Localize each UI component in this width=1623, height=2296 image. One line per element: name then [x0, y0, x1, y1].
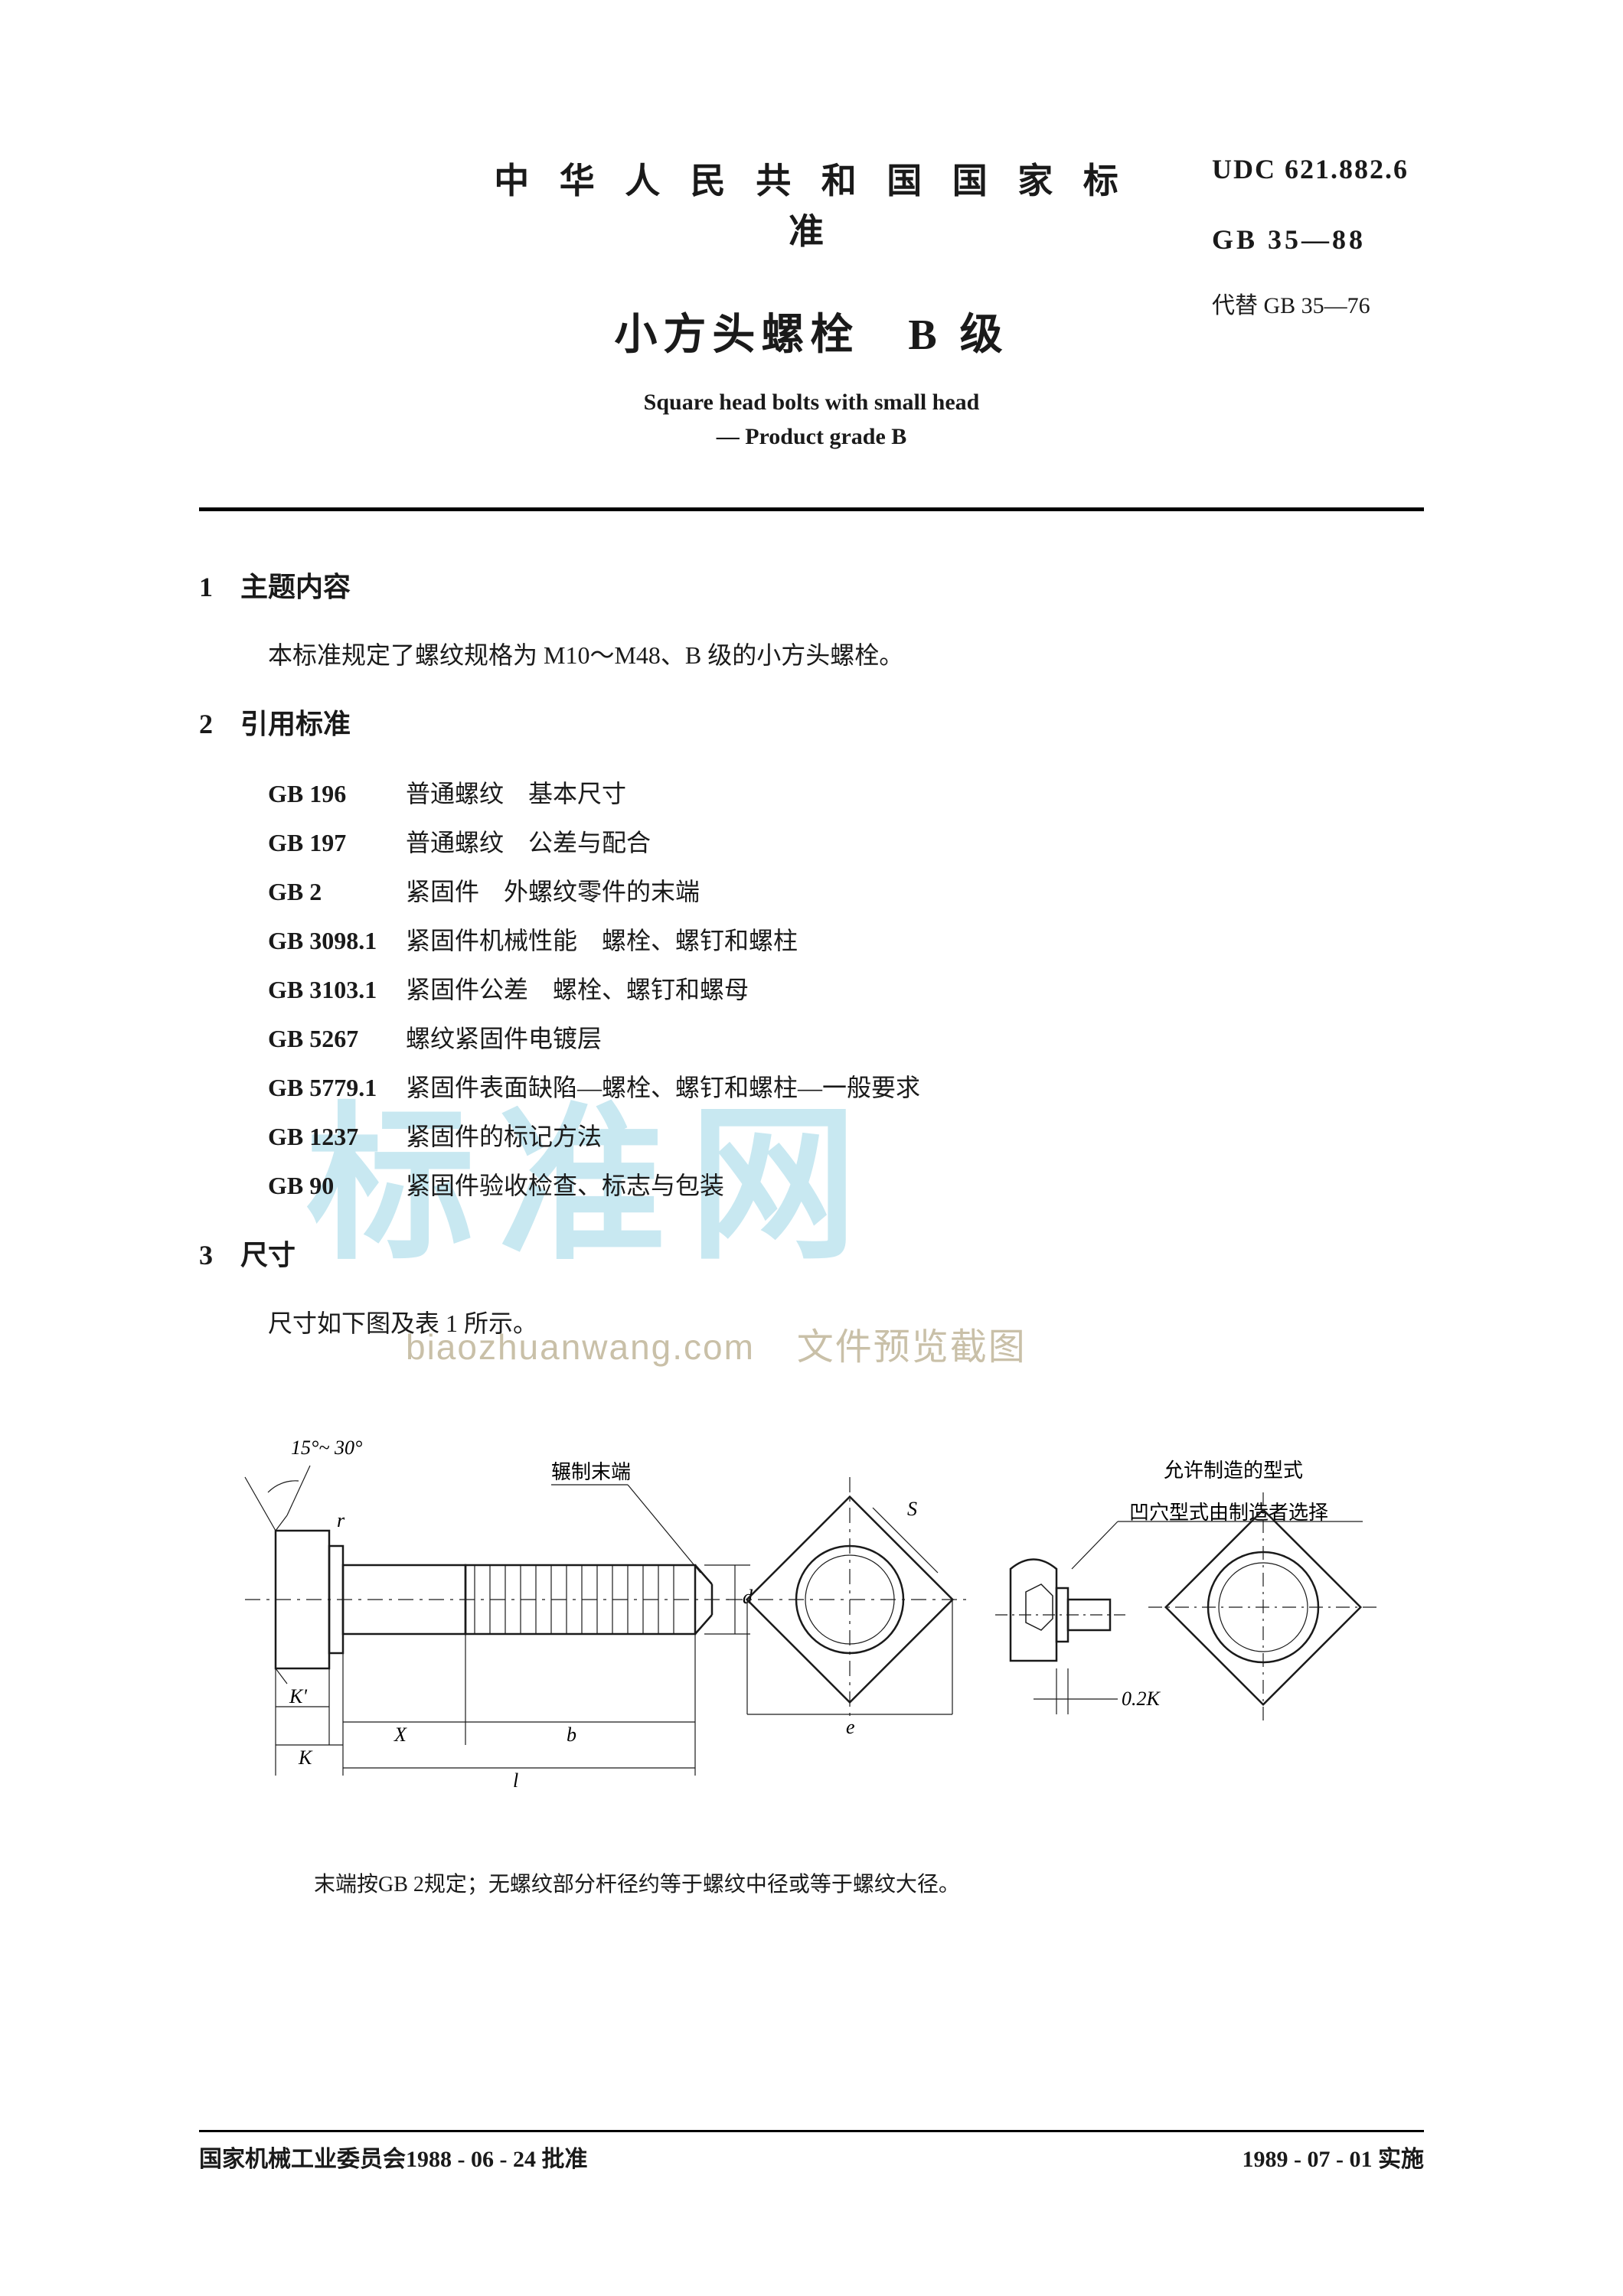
ref-item: GB 90紧固件验收检查、标志与包装: [268, 1161, 1424, 1210]
page-content: 中 华 人 民 共 和 国 国 家 标 准 UDC 621.882.6 GB 3…: [199, 153, 1424, 1898]
diagram-footnote: 末端按GB 2规定；无螺纹部分杆径约等于螺纹中径或等于螺纹大径。: [314, 1867, 1424, 1898]
section-2-heading: 2 引用标准: [199, 702, 1424, 742]
replaces-code: 代替 GB 35—76: [1212, 286, 1409, 320]
ref-code: GB 196: [268, 769, 406, 818]
ref-desc: 紧固件机械性能 螺栓、螺钉和螺柱: [406, 927, 798, 954]
section-1-title: 主题内容: [240, 572, 351, 602]
ref-item: GB 197普通螺纹 公差与配合: [268, 818, 1424, 867]
gb-code: GB 35—88: [1212, 223, 1409, 256]
ref-desc: 紧固件表面缺陷—螺栓、螺钉和螺柱—一般要求: [406, 1074, 920, 1101]
main-title: 小方头螺栓 B 级: [467, 300, 1156, 362]
ref-desc: 螺纹紧固件电镀层: [406, 1025, 602, 1052]
ref-code: GB 3098.1: [268, 916, 406, 965]
udc-code: UDC 621.882.6: [1212, 153, 1409, 185]
ref-desc: 紧固件的标记方法: [406, 1123, 602, 1150]
recess-label: 凹穴型式由制造者选择: [1129, 1502, 1328, 1524]
ref-code: GB 5267: [268, 1014, 406, 1063]
document-header: 中 华 人 民 共 和 国 国 家 标 准 UDC 621.882.6 GB 3…: [199, 153, 1424, 454]
footer-approval: 国家机械工业委员会1988 - 06 - 24 批准: [199, 2140, 587, 2174]
dim-r: r: [337, 1509, 345, 1531]
angle-label: 15°~ 30°: [291, 1437, 362, 1459]
section-1-heading: 1 主题内容: [199, 565, 1424, 605]
ref-item: GB 5779.1紧固件表面缺陷—螺栓、螺钉和螺柱—一般要求: [268, 1063, 1424, 1112]
section-3-heading: 3 尺寸: [199, 1233, 1424, 1273]
dim-kp: K': [289, 1685, 307, 1707]
dim-k: K: [298, 1746, 313, 1769]
en-title-line-1: Square head bolts with small head: [467, 385, 1156, 419]
section-1-num: 1: [199, 571, 237, 603]
ref-item: GB 3103.1紧固件公差 螺栓、螺钉和螺母: [268, 965, 1424, 1014]
ref-item: GB 3098.1紧固件机械性能 螺栓、螺钉和螺柱: [268, 916, 1424, 965]
ref-item: GB 1237紧固件的标记方法: [268, 1112, 1424, 1161]
ref-desc: 紧固件 外螺纹零件的末端: [406, 878, 700, 905]
section-2-num: 2: [199, 708, 237, 740]
ref-code: GB 5779.1: [268, 1063, 406, 1112]
ref-item: GB 5267螺纹紧固件电镀层: [268, 1014, 1424, 1063]
section-1-text: 本标准规定了螺纹规格为 M10～M48、B 级的小方头螺栓。: [268, 632, 1424, 679]
ref-code: GB 197: [268, 818, 406, 867]
end-label: 辗制末端: [551, 1461, 631, 1483]
dim-e: e: [846, 1716, 855, 1738]
page-footer: 国家机械工业委员会1988 - 06 - 24 批准 1989 - 07 - 0…: [199, 2130, 1424, 2174]
diagram-svg: 15°~ 30° r K' K X: [199, 1393, 1424, 1821]
header-divider: [199, 507, 1424, 511]
ref-code: GB 1237: [268, 1112, 406, 1161]
allowed-label: 允许制造的型式: [1164, 1459, 1303, 1482]
ref-desc: 紧固件验收检查、标志与包装: [406, 1172, 724, 1199]
ref-item: GB 2紧固件 外螺纹零件的末端: [268, 867, 1424, 916]
country-standard-title: 中 华 人 民 共 和 国 国 家 标 准: [467, 153, 1156, 254]
bolt-diagram: 15°~ 30° r K' K X: [199, 1393, 1424, 1821]
dim-l: l: [513, 1769, 518, 1792]
ref-item: GB 196普通螺纹 基本尺寸: [268, 769, 1424, 818]
header-codes: UDC 621.882.6 GB 35—88 代替 GB 35—76: [1212, 153, 1409, 320]
ref-desc: 紧固件公差 螺栓、螺钉和螺母: [406, 976, 749, 1003]
section-3-text: 尺寸如下图及表 1 所示。: [268, 1300, 1424, 1347]
section-2-title: 引用标准: [240, 709, 351, 739]
ref-desc: 普通螺纹 基本尺寸: [406, 780, 626, 807]
dim-02k: 0.2K: [1122, 1688, 1161, 1710]
section-3-title: 尺寸: [240, 1240, 296, 1270]
dim-b: b: [567, 1724, 576, 1746]
ref-code: GB 90: [268, 1161, 406, 1210]
reference-list: GB 196普通螺纹 基本尺寸 GB 197普通螺纹 公差与配合 GB 2紧固件…: [268, 769, 1424, 1210]
ref-code: GB 2: [268, 867, 406, 916]
footer-effective: 1989 - 07 - 01 实施: [1243, 2140, 1424, 2174]
ref-code: GB 3103.1: [268, 965, 406, 1014]
en-title-line-2: — Product grade B: [467, 419, 1156, 454]
dim-x: X: [394, 1724, 407, 1746]
section-3-num: 3: [199, 1239, 237, 1271]
english-title: Square head bolts with small head — Prod…: [467, 385, 1156, 454]
ref-desc: 普通螺纹 公差与配合: [406, 829, 651, 856]
dim-s: S: [907, 1498, 917, 1520]
